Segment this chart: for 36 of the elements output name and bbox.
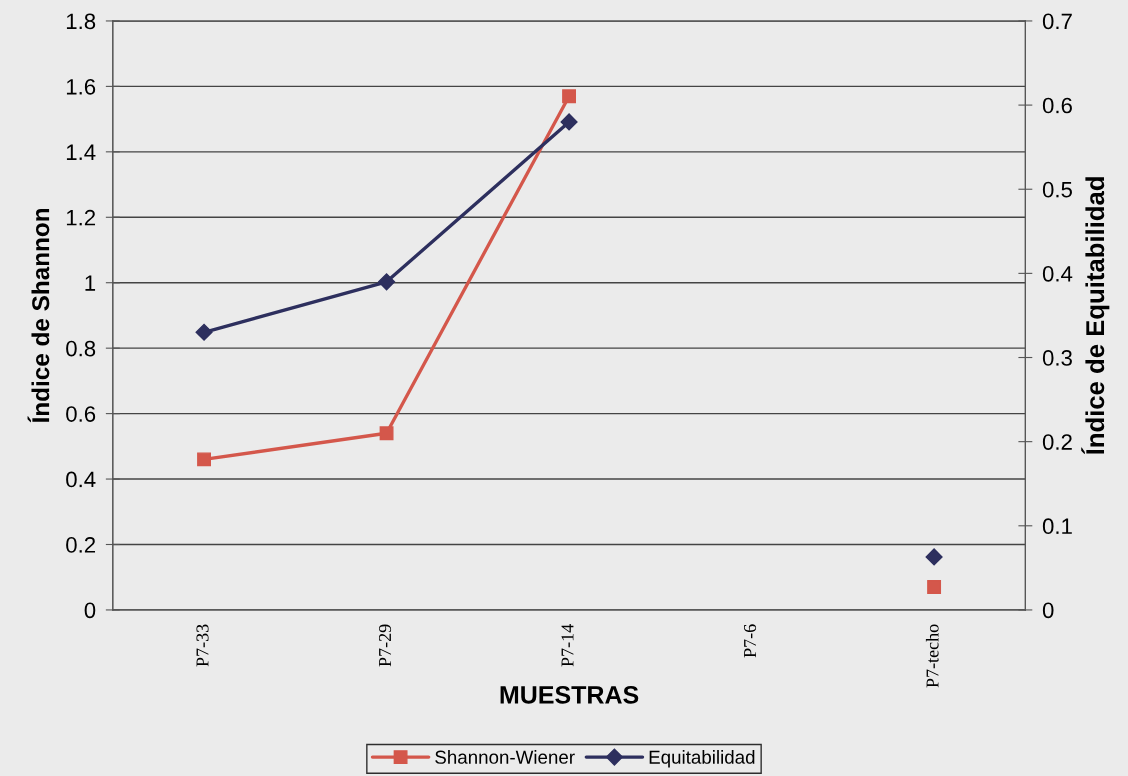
point xyxy=(562,89,577,104)
x-tick-label: P7-33 xyxy=(196,624,209,667)
point xyxy=(197,452,212,467)
x-axis-title: MUESTRAS xyxy=(500,685,639,704)
y-tick-label: 1.2 xyxy=(66,209,96,226)
y-tick-label: 1 xyxy=(85,275,96,291)
y2-tick-label: 0.1 xyxy=(1042,518,1072,535)
point xyxy=(378,273,396,291)
y-axis-title: Índice de Shannon xyxy=(27,208,50,423)
y-tick-label: 0.6 xyxy=(66,406,96,422)
legend-label: Equitabilidad xyxy=(649,750,755,768)
x-tick-label: P7-6 xyxy=(743,624,757,658)
legend-label: Shannon-Wiener xyxy=(435,750,575,764)
y2-axis-title: Índice de Equitabilidad xyxy=(1081,177,1110,455)
point xyxy=(925,548,943,566)
point xyxy=(560,113,578,131)
y-tick-label: 0.4 xyxy=(66,471,96,488)
y-tick-label: 0.2 xyxy=(66,537,96,553)
y2-tick-label: 0.3 xyxy=(1042,350,1072,366)
y-tick-label: 1.4 xyxy=(66,144,96,160)
point xyxy=(195,323,213,341)
y2-tick-label: 0.5 xyxy=(1042,181,1072,198)
x-tick-label: P7-14 xyxy=(561,624,574,667)
y2-tick-label: 0.6 xyxy=(1042,97,1072,114)
x-tick-label: P7-29 xyxy=(378,624,392,667)
point xyxy=(927,580,942,594)
y-tick-label: 0.8 xyxy=(66,340,96,357)
y-tick-label: 1.8 xyxy=(66,13,96,30)
x-tick-label: P7-techo xyxy=(925,624,939,688)
y-tick-label: 1.6 xyxy=(66,78,96,95)
y-tick-label: 0 xyxy=(84,602,96,619)
y2-tick-label: 0.7 xyxy=(1042,13,1072,30)
y2-tick-label: 0 xyxy=(1042,602,1054,619)
y2-tick-label: 0.2 xyxy=(1042,434,1072,450)
y2-tick-label: 0.4 xyxy=(1042,265,1073,282)
point xyxy=(379,426,394,441)
